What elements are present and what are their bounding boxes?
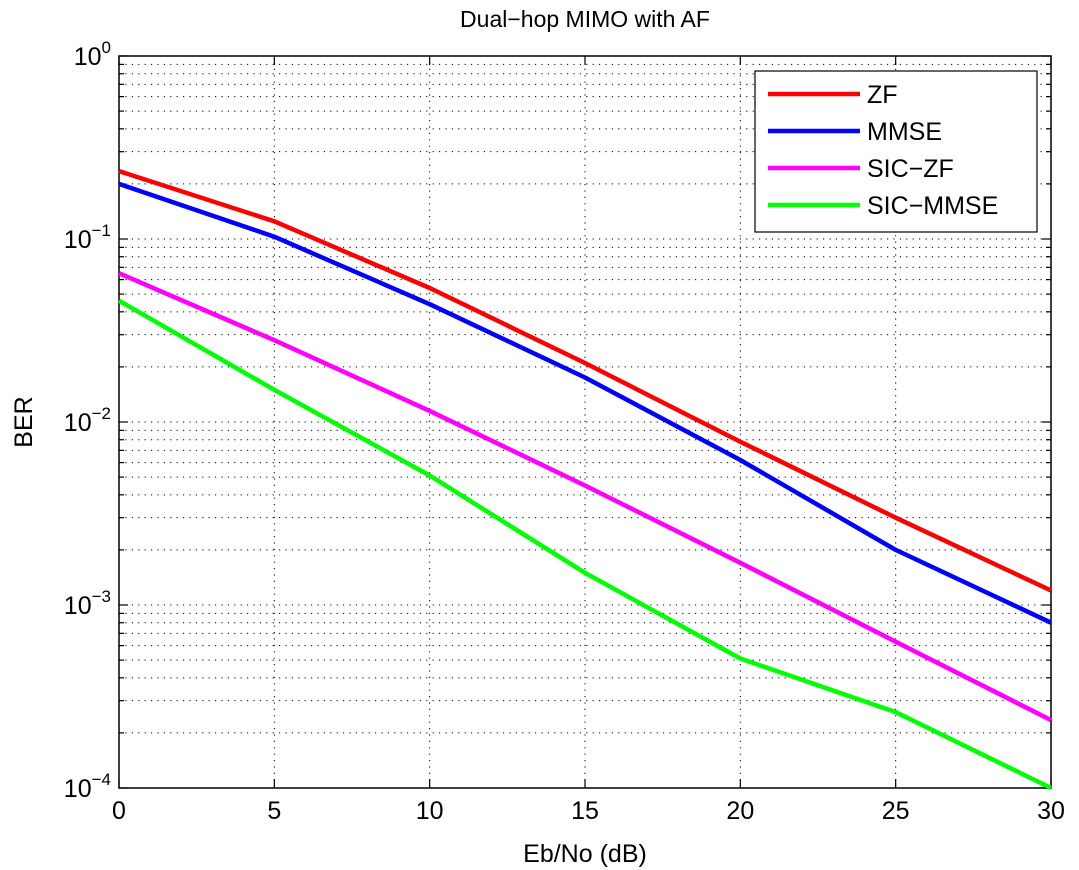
legend-label-sic-zf: SIC−ZF: [867, 155, 954, 183]
x-tick-label: 20: [726, 797, 754, 825]
series-line-sic-zf: [118, 271, 1053, 723]
x-axis-title: Eb/No (dB): [523, 840, 647, 868]
legend: ZF MMSE SIC−ZF SIC−MMSE: [754, 70, 1038, 233]
series-lines: [117, 168, 1053, 791]
legend-label-zf: ZF: [867, 81, 898, 109]
grid-lines: [119, 56, 1051, 788]
y-axis-title: BER: [10, 396, 38, 447]
x-tick-label: 30: [1037, 797, 1065, 825]
y-tick-label: 10−2: [64, 404, 111, 437]
series-line-sic-mmse: [117, 298, 1052, 791]
x-tick-label: 25: [882, 797, 910, 825]
y-tick-label: 10−4: [64, 770, 111, 803]
x-tick-label: 10: [416, 797, 444, 825]
x-tick-label: 0: [112, 797, 126, 825]
y-tick-label: 10−3: [64, 587, 111, 620]
series-line-mmse: [118, 181, 1052, 625]
x-tick-labels: 0 5 10 15 20 25 30: [112, 797, 1065, 825]
series-line-zf: [118, 168, 1052, 593]
x-tick-label: 15: [571, 797, 599, 825]
legend-label-mmse: MMSE: [867, 118, 942, 146]
chart-title: Dual−hop MIMO with AF: [460, 6, 710, 32]
x-tick-label: 5: [267, 797, 281, 825]
y-tick-label: 10−1: [64, 221, 111, 254]
axis-ticks: [118, 55, 1052, 789]
y-tick-label: 100: [74, 38, 111, 71]
y-tick-labels: 100 10−1 10−2 10−3 10−4: [64, 38, 111, 803]
legend-label-sic-mmse: SIC−MMSE: [867, 192, 998, 220]
